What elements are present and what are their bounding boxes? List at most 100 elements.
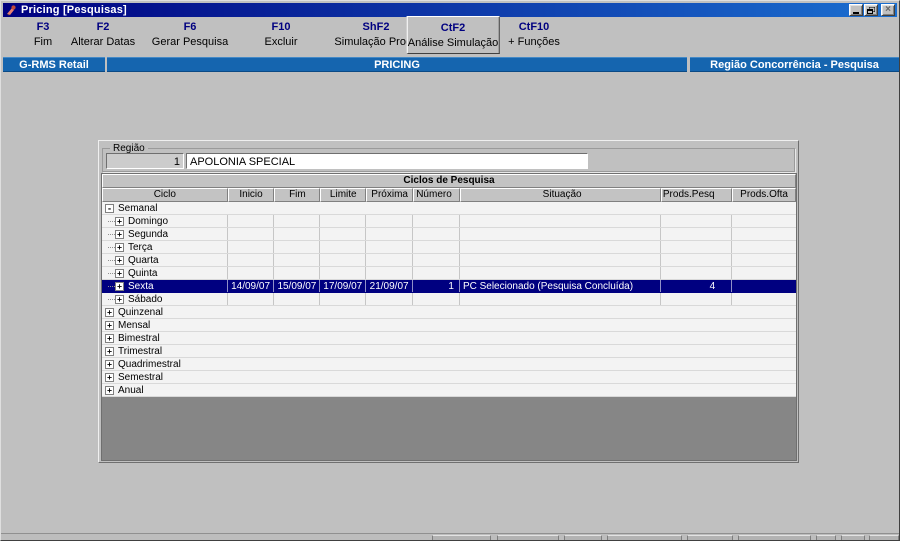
function-key-toolbar: F3 Fim F2 Alterar Datas F6 Gerar Pesquisa F10 E… — [3, 16, 897, 55]
toolbar-label: Alterar Datas — [70, 36, 136, 48]
table-row[interactable]: + Quadrimestral — [102, 358, 796, 371]
restore-icon — [867, 8, 873, 14]
table-row[interactable]: + Bimestral — [102, 332, 796, 345]
cycles-table: Ciclos de Pesquisa Ciclo Inicio Fim Limite P… — [101, 173, 797, 461]
cell-col1 — [228, 267, 275, 279]
toolbar-button-f6[interactable]: F6 Gerar Pesquisa — [152, 20, 228, 49]
cell-col2 — [274, 293, 321, 305]
table-row[interactable]: + Segunda — [102, 228, 796, 241]
expand-icon[interactable]: + — [115, 229, 124, 239]
cell-col1 — [228, 228, 275, 240]
cell-col8 — [732, 267, 796, 279]
table-row[interactable]: - Semanal — [102, 202, 796, 215]
expand-icon[interactable]: + — [105, 346, 114, 356]
table-row[interactable]: + Anual — [102, 384, 796, 397]
taskbar-button-top — [816, 535, 836, 540]
table-row[interactable]: + Terça — [102, 241, 796, 254]
tree-cell: + Quinzenal — [102, 306, 796, 318]
cycle-label: Quadrimestral — [118, 358, 181, 370]
cell-col2 — [274, 215, 321, 227]
column-header-2[interactable]: Fim — [274, 188, 321, 202]
column-header-7[interactable]: Prods.Pesq — [661, 188, 733, 202]
cell-col4 — [366, 293, 414, 305]
table-row[interactable]: + Semestral — [102, 371, 796, 384]
tree-connector — [108, 298, 115, 300]
expand-icon[interactable]: + — [105, 333, 114, 343]
cycle-label: Anual — [118, 384, 144, 396]
tree-connector — [108, 285, 115, 287]
toolbar-button-ctf10[interactable]: CtF10 + Funções — [508, 20, 560, 49]
cell-col3 — [320, 215, 367, 227]
toolbar-button-f3[interactable]: F3 Fim — [34, 20, 52, 49]
region-groupbox: Região 1 APOLONIA SPECIAL — [102, 143, 795, 172]
table-row[interactable]: + Sábado — [102, 293, 796, 306]
expand-icon[interactable]: + — [115, 268, 124, 278]
cell-col4 — [366, 215, 414, 227]
cell-col8 — [732, 215, 796, 227]
column-header-0[interactable]: Ciclo — [102, 188, 228, 202]
cell-col7 — [661, 215, 733, 227]
column-header-5[interactable]: Número — [413, 188, 460, 202]
toolbar-button-f10[interactable]: F10 Excluir — [264, 20, 297, 49]
column-header-8[interactable]: Prods.Ofta — [732, 188, 796, 202]
tree-cell: + Segunda — [102, 228, 228, 240]
column-header-4[interactable]: Próxima — [366, 188, 414, 202]
expand-icon[interactable]: + — [105, 320, 114, 330]
toolbar-button-ctf2[interactable]: CtF2 Análise Simulação — [406, 16, 500, 54]
region-label: Região — [110, 143, 148, 154]
table-row[interactable]: + Quarta — [102, 254, 796, 267]
expand-icon[interactable]: + — [105, 307, 114, 317]
table-row[interactable]: + Mensal — [102, 319, 796, 332]
region-code-field[interactable]: 1 — [106, 153, 184, 169]
cell-col4: 21/09/07 — [366, 280, 414, 292]
expand-icon[interactable]: + — [115, 216, 124, 226]
cell-col2 — [274, 267, 321, 279]
tree-connector — [108, 233, 115, 235]
taskbar-edge — [1, 533, 899, 540]
taskbar-button-top — [738, 535, 811, 540]
cell-col1 — [228, 215, 275, 227]
expand-icon[interactable]: + — [105, 372, 114, 382]
column-header-1[interactable]: Inicio — [227, 188, 275, 202]
tree-cell: + Quarta — [102, 254, 228, 266]
region-name-field[interactable]: APOLONIA SPECIAL — [186, 153, 588, 169]
cell-col6: PC Selecionado (Pesquisa Concluída) — [460, 280, 662, 292]
cell-col1 — [228, 254, 275, 266]
expand-icon[interactable]: + — [105, 385, 114, 395]
close-button[interactable]: × — [881, 4, 895, 16]
expand-icon[interactable]: + — [115, 242, 124, 252]
table-row[interactable]: + Quinzenal — [102, 306, 796, 319]
cell-col2 — [274, 228, 321, 240]
cell-col7 — [661, 267, 733, 279]
table-row[interactable]: + Sexta 14/09/07 15/09/07 17/09/07 21/09/07 1 P… — [102, 280, 796, 293]
collapse-icon[interactable]: - — [105, 203, 114, 213]
column-header-3[interactable]: Limite — [320, 188, 367, 202]
cell-col6 — [460, 293, 662, 305]
toolbar-label: Análise Simulação — [407, 37, 499, 49]
column-header-6[interactable]: Situação — [459, 188, 662, 202]
cell-col7 — [661, 254, 733, 266]
cell-col7 — [661, 241, 733, 253]
toolbar-key: ShF2 — [362, 21, 390, 33]
expand-icon[interactable]: + — [115, 294, 124, 304]
tree-cell: + Quinta — [102, 267, 228, 279]
tree-connector — [108, 246, 115, 248]
cell-col3 — [320, 254, 367, 266]
cycle-label: Trimestral — [118, 345, 163, 357]
taskbar-button-top — [564, 535, 602, 540]
expand-icon[interactable]: + — [105, 359, 114, 369]
table-row[interactable]: + Quinta — [102, 267, 796, 280]
expand-icon[interactable]: + — [115, 255, 124, 265]
taskbar-button-top — [607, 535, 682, 540]
cell-col5: 1 — [413, 280, 460, 292]
restore-button[interactable] — [864, 4, 878, 16]
toolbar-button-f2[interactable]: F2 Alterar Datas — [71, 20, 135, 49]
cycle-label: Sexta — [128, 280, 154, 292]
toolbar-button-shf2[interactable]: ShF2 Simulação Prods — [334, 20, 417, 49]
table-row[interactable]: + Trimestral — [102, 345, 796, 358]
minimize-button[interactable] — [849, 4, 863, 16]
expand-icon[interactable]: + — [115, 281, 124, 291]
toolbar-key: F6 — [183, 21, 197, 33]
table-row[interactable]: + Domingo — [102, 215, 796, 228]
cycle-label: Quinzenal — [118, 306, 164, 318]
